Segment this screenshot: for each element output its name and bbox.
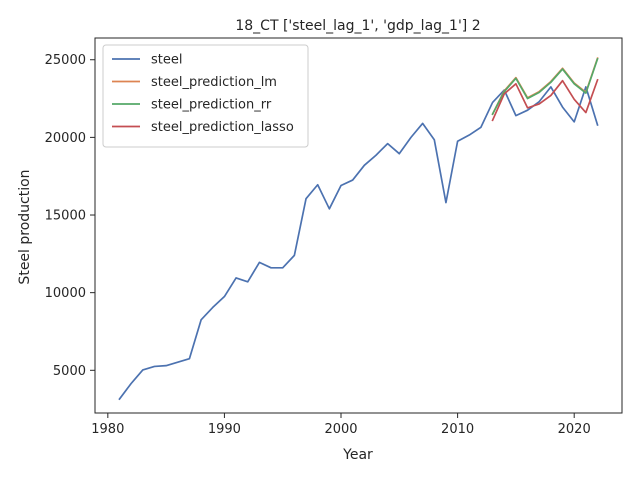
y-tick-label: 25000 [45,53,86,68]
legend-label: steel_prediction_lasso [151,120,294,135]
x-tick-label: 1990 [208,422,241,437]
series-line-steel-prediction-rr [491,57,599,116]
y-tick-label: 20000 [45,131,86,146]
legend-label: steel_prediction_rr [151,98,272,113]
series-line-steel [118,86,599,401]
x-tick-label: 2020 [558,422,591,437]
series-line-steel-prediction-lasso [491,78,599,122]
x-axis-title: Year [342,447,373,463]
legend-box [102,44,309,148]
y-tick-label: 15000 [45,209,86,224]
y-tick-label: 5000 [53,364,86,379]
x-tick-label: 2000 [324,422,357,437]
plot-frame [94,37,623,414]
legend-label: steel_prediction_lm [151,75,277,90]
x-tick-label: 1980 [91,422,124,437]
y-axis-title: Steel production [17,169,33,284]
y-tick-label: 10000 [45,286,86,301]
legend-label: steel [151,53,182,68]
chart-title: 18_CT ['steel_lag_1', 'gdp_lag_1'] 2 [235,18,480,34]
plot-area: 1980 1990 2000 2010 2020 5000 10000 15000 20000 2… [45,37,623,437]
legend: steel steel_prediction_lm steel_prediction… [102,44,309,148]
x-tick-label: 2010 [441,422,474,437]
